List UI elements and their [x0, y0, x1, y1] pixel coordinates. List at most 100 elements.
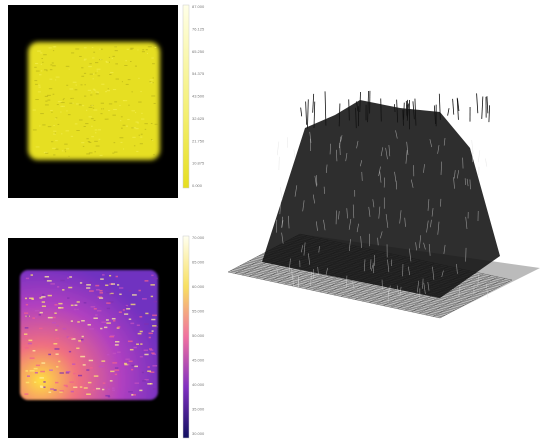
speck: [128, 79, 131, 80]
speck: [142, 49, 144, 50]
speck: [89, 116, 92, 117]
speck: [96, 146, 100, 147]
colorbar-label: 54.375: [192, 71, 205, 76]
speck: [145, 313, 148, 315]
speck: [42, 301, 45, 303]
speck: [113, 89, 116, 90]
speck: [101, 108, 102, 109]
speck: [91, 306, 96, 308]
spike: [487, 96, 488, 113]
speck: [149, 337, 151, 339]
speck: [101, 84, 104, 85]
speck: [101, 321, 106, 323]
spike: [301, 108, 302, 117]
speck: [73, 373, 75, 375]
speck: [115, 369, 120, 371]
speck: [80, 386, 83, 388]
speck: [136, 151, 138, 152]
speck: [65, 151, 66, 152]
speck: [94, 90, 97, 91]
speck: [56, 325, 59, 327]
speck: [45, 104, 49, 105]
speck: [89, 152, 93, 153]
speck: [84, 60, 86, 61]
speck: [98, 129, 101, 130]
speck: [72, 103, 73, 104]
speck: [44, 69, 47, 70]
speck: [49, 369, 53, 371]
speck: [100, 328, 102, 330]
speck: [144, 323, 148, 325]
spike: [313, 94, 314, 113]
speck: [53, 317, 56, 319]
speck: [122, 81, 123, 82]
speck: [114, 46, 116, 47]
speck: [84, 126, 86, 127]
speck: [54, 304, 57, 306]
speck: [43, 386, 45, 388]
speck: [40, 312, 43, 314]
speck: [123, 148, 124, 149]
speck: [54, 46, 55, 47]
speck: [123, 125, 126, 126]
speck: [86, 284, 91, 286]
mesh-line: [472, 140, 473, 154]
speck: [83, 364, 86, 366]
speck: [144, 350, 148, 352]
speck: [84, 47, 87, 48]
speck: [112, 362, 117, 364]
speck: [92, 57, 94, 58]
speck: [66, 66, 70, 67]
speck: [81, 84, 83, 85]
speck: [24, 393, 28, 395]
colorbar-label: 10.875: [192, 161, 205, 166]
speck: [43, 54, 47, 55]
speck: [67, 277, 69, 279]
speck: [77, 321, 80, 323]
speck: [28, 340, 32, 342]
speck: [107, 308, 110, 310]
speck: [55, 329, 57, 331]
speck: [54, 389, 57, 391]
speck: [151, 123, 153, 124]
speck: [91, 126, 93, 127]
speck: [115, 50, 118, 51]
speck: [124, 363, 127, 365]
speck: [29, 298, 33, 300]
speck: [99, 139, 101, 140]
speck: [64, 144, 67, 145]
speck: [58, 124, 60, 125]
speck: [123, 309, 125, 311]
mesh-line: [277, 142, 279, 156]
speck: [112, 58, 113, 59]
speck: [96, 289, 100, 291]
speck: [144, 123, 147, 124]
speck: [153, 77, 154, 78]
speck: [131, 394, 133, 396]
speck: [141, 113, 142, 114]
colorbar-label: 60.000: [192, 284, 205, 289]
speck: [103, 382, 106, 384]
speck: [41, 70, 42, 71]
speck: [116, 276, 118, 278]
speck: [84, 302, 87, 304]
speck: [79, 119, 83, 120]
speck: [130, 323, 134, 325]
speck: [60, 112, 61, 113]
speck: [152, 315, 157, 317]
speck: [113, 109, 117, 110]
speck: [136, 343, 139, 345]
speck: [115, 344, 119, 346]
speck: [129, 361, 133, 363]
speck: [54, 312, 56, 314]
colorbar-label: 30.000: [192, 431, 205, 436]
speck: [81, 67, 83, 68]
speck: [95, 132, 96, 133]
speck: [79, 104, 82, 105]
speck: [140, 356, 143, 358]
speck: [64, 149, 65, 150]
speck: [100, 155, 103, 156]
speck: [44, 152, 48, 153]
speck: [28, 343, 32, 345]
speck: [25, 347, 29, 349]
